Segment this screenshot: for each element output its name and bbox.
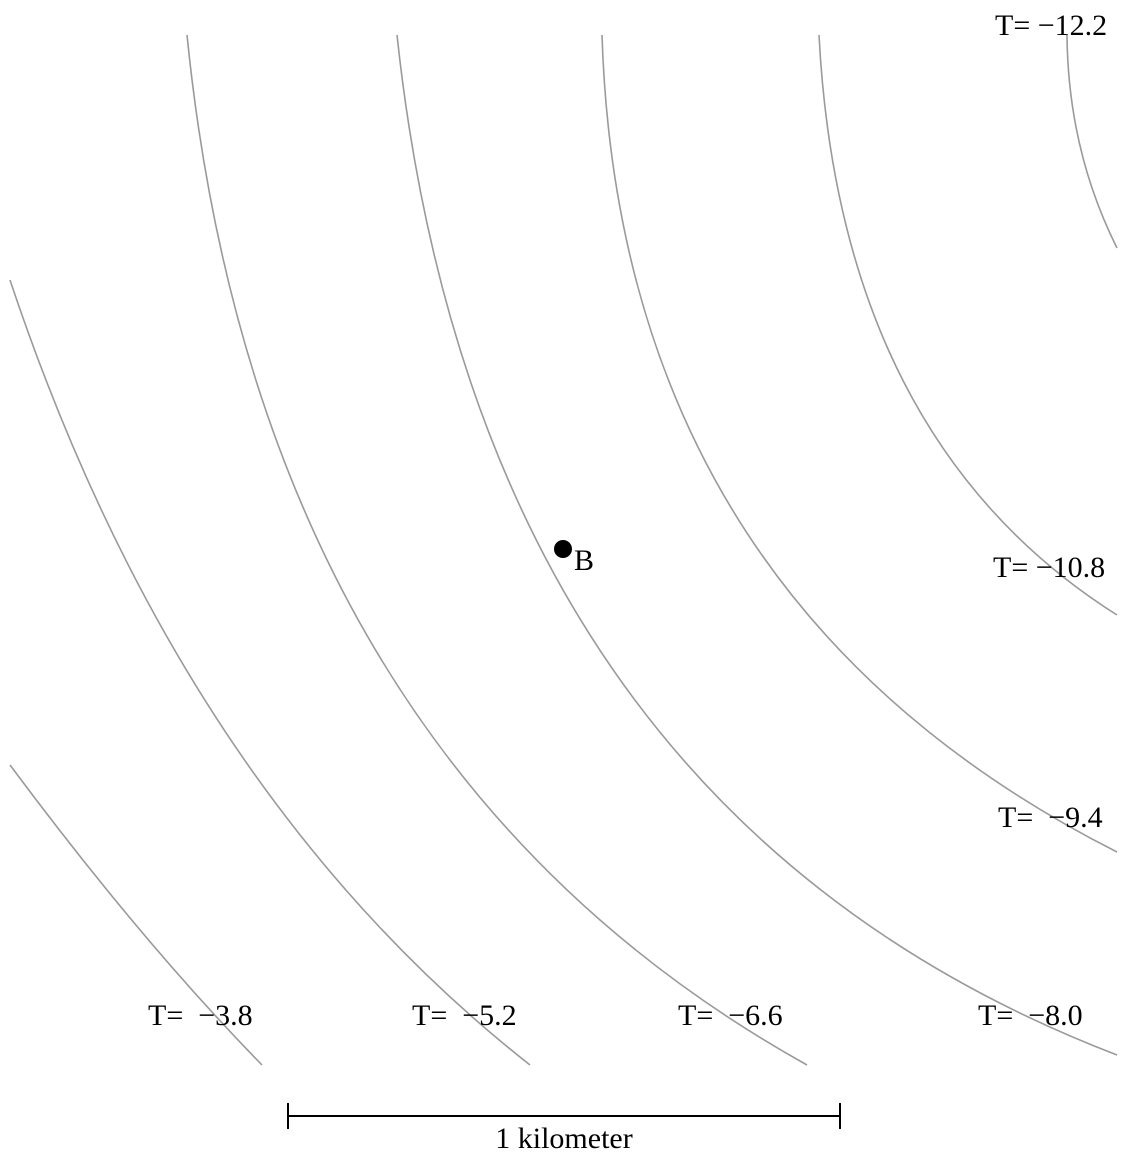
point-b-label: B — [574, 544, 594, 577]
contour-line-minus-6-6 — [186, 34, 808, 1066]
contour-line-minus-3-8 — [9, 764, 263, 1066]
point-b-marker — [554, 540, 572, 558]
contour-line-minus-10-8 — [818, 34, 1118, 616]
scale-bar: 1 kilometer — [287, 1103, 841, 1155]
scale-bar-label: 1 kilometer — [495, 1122, 632, 1155]
contour-label-minus-3-8: T= −3.8 — [148, 999, 253, 1032]
contour-line-minus-12-2 — [1066, 34, 1118, 249]
contour-line-minus-9-4 — [601, 34, 1118, 853]
contour-label-minus-12-2: T= −12.2 — [995, 9, 1107, 42]
contour-line-minus-8-0 — [396, 34, 1118, 1056]
contour-label-minus-6-6: T= −6.6 — [678, 999, 783, 1032]
contour-line-minus-5-2 — [9, 279, 531, 1066]
contour-label-minus-8-0: T= −8.0 — [978, 999, 1083, 1032]
contour-label-minus-9-4: T= −9.4 — [998, 801, 1103, 834]
contour-label-minus-10-8: T= −10.8 — [993, 551, 1105, 584]
contour-label-minus-5-2: T= −5.2 — [412, 999, 517, 1032]
